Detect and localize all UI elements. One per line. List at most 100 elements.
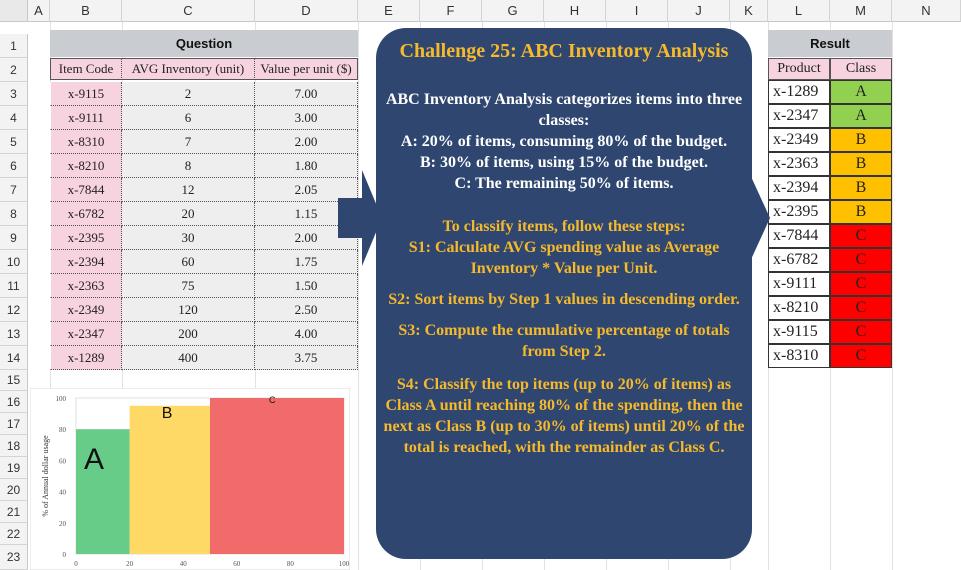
result-product-cell[interactable]: x-9115 <box>768 320 830 344</box>
question-code-cell[interactable]: x-2347 <box>50 322 122 346</box>
question-avg-cell[interactable]: 400 <box>122 346 255 370</box>
result-product-cell[interactable]: x-2349 <box>768 128 830 152</box>
result-product-cell[interactable]: x-9111 <box>768 272 830 296</box>
column-header-k[interactable]: K <box>730 0 768 22</box>
row-header-8[interactable]: 8 <box>0 202 28 226</box>
label-a: A <box>84 443 104 476</box>
row-header-5[interactable]: 5 <box>0 130 28 154</box>
result-class-cell[interactable]: C <box>830 344 892 368</box>
result-class-cell[interactable]: C <box>830 296 892 320</box>
result-class-cell[interactable]: C <box>830 320 892 344</box>
question-code-cell[interactable]: x-8210 <box>50 154 122 178</box>
question-value-cell[interactable]: 3.75 <box>255 346 358 370</box>
row-header-13[interactable]: 13 <box>0 322 28 346</box>
result-product-cell[interactable]: x-8310 <box>768 344 830 368</box>
result-class-cell[interactable]: B <box>830 176 892 200</box>
column-header-h[interactable]: H <box>544 0 606 22</box>
question-code-cell[interactable]: x-1289 <box>50 346 122 370</box>
question-avg-cell[interactable]: 120 <box>122 298 255 322</box>
result-class-cell[interactable]: A <box>830 104 892 128</box>
result-class-cell[interactable]: B <box>830 128 892 152</box>
question-avg-cell[interactable]: 60 <box>122 250 255 274</box>
column-header-g[interactable]: G <box>482 0 544 22</box>
result-product-cell[interactable]: x-6782 <box>768 248 830 272</box>
question-code-cell[interactable]: x-9111 <box>50 106 122 130</box>
question-code-cell[interactable]: x-8310 <box>50 130 122 154</box>
question-avg-cell[interactable]: 2 <box>122 82 255 106</box>
column-header-e[interactable]: E <box>358 0 420 22</box>
question-avg-cell[interactable]: 8 <box>122 154 255 178</box>
row-header-3[interactable]: 3 <box>0 82 28 106</box>
row-header-20[interactable]: 20 <box>0 479 28 501</box>
question-value-cell[interactable]: 1.80 <box>255 154 358 178</box>
question-code-cell[interactable]: x-6782 <box>50 202 122 226</box>
y-tick-label: 0 <box>63 551 67 559</box>
question-avg-cell[interactable]: 12 <box>122 178 255 202</box>
column-header-f[interactable]: F <box>420 0 482 22</box>
question-avg-cell[interactable]: 6 <box>122 106 255 130</box>
row-header-21[interactable]: 21 <box>0 501 28 523</box>
question-code-cell[interactable]: x-2349 <box>50 298 122 322</box>
result-product-cell[interactable]: x-2363 <box>768 152 830 176</box>
result-class-cell[interactable]: C <box>830 272 892 296</box>
row-header-7[interactable]: 7 <box>0 178 28 202</box>
question-avg-cell[interactable]: 20 <box>122 202 255 226</box>
result-product-cell[interactable]: x-1289 <box>768 80 830 104</box>
column-header-l[interactable]: L <box>768 0 830 22</box>
question-value-cell[interactable]: 4.00 <box>255 322 358 346</box>
callout-step-4: S4: Classify the top items (up to 20% of… <box>383 376 745 456</box>
column-header-d[interactable]: D <box>255 0 358 22</box>
column-header-j[interactable]: J <box>668 0 730 22</box>
column-header-b[interactable]: B <box>50 0 122 22</box>
question-avg-cell[interactable]: 7 <box>122 130 255 154</box>
row-header-17[interactable]: 17 <box>0 413 28 435</box>
question-value-cell[interactable]: 7.00 <box>255 82 358 106</box>
row-header-10[interactable]: 10 <box>0 250 28 274</box>
row-header-19[interactable]: 19 <box>0 457 28 479</box>
row-header-15[interactable]: 15 <box>0 370 28 391</box>
row-header-12[interactable]: 12 <box>0 298 28 322</box>
column-header-c[interactable]: C <box>122 0 255 22</box>
question-value-cell[interactable]: 1.75 <box>255 250 358 274</box>
result-product-cell[interactable]: x-7844 <box>768 224 830 248</box>
question-code-cell[interactable]: x-9115 <box>50 82 122 106</box>
result-class-cell[interactable]: B <box>830 200 892 224</box>
select-all-corner[interactable] <box>0 0 28 22</box>
result-product-cell[interactable]: x-2395 <box>768 200 830 224</box>
result-product-cell[interactable]: x-8210 <box>768 296 830 320</box>
question-avg-cell[interactable]: 75 <box>122 274 255 298</box>
result-product-cell[interactable]: x-2394 <box>768 176 830 200</box>
question-avg-cell[interactable]: 30 <box>122 226 255 250</box>
question-avg-cell[interactable]: 200 <box>122 322 255 346</box>
row-header-23[interactable]: 23 <box>0 545 28 570</box>
result-class-cell[interactable]: A <box>830 80 892 104</box>
question-code-cell[interactable]: x-2395 <box>50 226 122 250</box>
result-class-cell[interactable]: B <box>830 152 892 176</box>
column-header-a[interactable]: A <box>28 0 50 22</box>
result-product-cell[interactable]: x-2347 <box>768 104 830 128</box>
question-code-cell[interactable]: x-2394 <box>50 250 122 274</box>
row-header-18[interactable]: 18 <box>0 435 28 457</box>
question-value-cell[interactable]: 3.00 <box>255 106 358 130</box>
row-header-22[interactable]: 22 <box>0 523 28 545</box>
column-header-n[interactable]: N <box>892 0 961 22</box>
row-header-6[interactable]: 6 <box>0 154 28 178</box>
result-class-cell[interactable]: C <box>830 224 892 248</box>
row-header-1[interactable]: 1 <box>0 34 28 58</box>
row-header-11[interactable]: 11 <box>0 274 28 298</box>
question-code-cell[interactable]: x-7844 <box>50 178 122 202</box>
row-header-2[interactable]: 2 <box>0 58 28 82</box>
right-arrow-right <box>748 170 770 266</box>
column-header-m[interactable]: M <box>830 0 892 22</box>
question-value-cell[interactable]: 2.00 <box>255 130 358 154</box>
row-header-9[interactable]: 9 <box>0 226 28 250</box>
question-code-cell[interactable]: x-2363 <box>50 274 122 298</box>
row-header-4[interactable]: 4 <box>0 106 28 130</box>
result-class-cell[interactable]: C <box>830 248 892 272</box>
row-header-16[interactable]: 16 <box>0 391 28 413</box>
question-value-cell[interactable]: 1.50 <box>255 274 358 298</box>
column-header-i[interactable]: I <box>606 0 668 22</box>
abc-chart[interactable]: 0 20 40 60 80 100 0 20 40 60 80 100 % of Annual doll… <box>30 388 350 570</box>
row-header-14[interactable]: 14 <box>0 346 28 370</box>
question-value-cell[interactable]: 2.50 <box>255 298 358 322</box>
